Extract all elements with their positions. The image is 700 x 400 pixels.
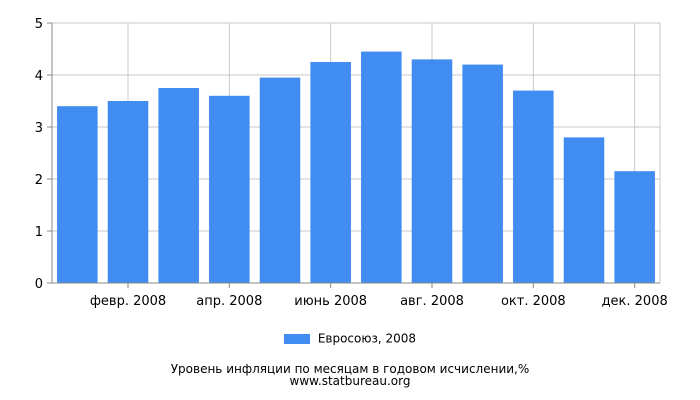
- x-tick-label: авг. 2008: [400, 294, 464, 309]
- y-tick-label: 5: [35, 17, 43, 32]
- legend-swatch: [283, 333, 310, 344]
- x-tick-label: дек. 2008: [602, 294, 668, 309]
- bar: [209, 95, 250, 283]
- legend: Евросоюз, 2008: [0, 331, 700, 346]
- x-tick-label: окт. 2008: [501, 294, 566, 309]
- bar: [563, 137, 605, 283]
- y-tick-label: 1: [35, 225, 43, 240]
- grid-lines: [52, 22, 661, 284]
- axes: [47, 22, 660, 288]
- x-tick-labels: февр. 2008 апр. 2008 июнь 2008 авг. 2008 окт…: [90, 294, 668, 309]
- bar: [310, 62, 351, 283]
- y-tick-label: 0: [35, 277, 43, 292]
- chart-caption: Уровень инфляции по месяцам в годовом ис…: [0, 363, 700, 387]
- bar: [614, 171, 655, 283]
- bar: [361, 51, 402, 283]
- x-tick-label: июнь 2008: [294, 294, 367, 309]
- x-tick-label: апр. 2008: [196, 294, 262, 309]
- source-link[interactable]: www.statbureau.org: [289, 374, 411, 388]
- bar: [57, 106, 98, 283]
- legend-label: Евросоюз, 2008: [317, 331, 417, 346]
- bar: [513, 90, 554, 283]
- bar: [462, 64, 503, 283]
- y-tick-labels: 0 1 2 3 4 5: [35, 17, 43, 292]
- x-tick-label: февр. 2008: [90, 294, 166, 309]
- bar: [259, 77, 301, 283]
- chart-title: Уровень инфляции по месяцам в годовом ис…: [170, 362, 530, 376]
- y-tick-label: 4: [35, 69, 43, 84]
- y-tick-label: 2: [35, 173, 43, 188]
- bar: [158, 88, 199, 283]
- bar: [107, 101, 149, 283]
- y-tick-label: 3: [35, 121, 43, 136]
- bar: [411, 59, 453, 284]
- bars: [57, 51, 655, 284]
